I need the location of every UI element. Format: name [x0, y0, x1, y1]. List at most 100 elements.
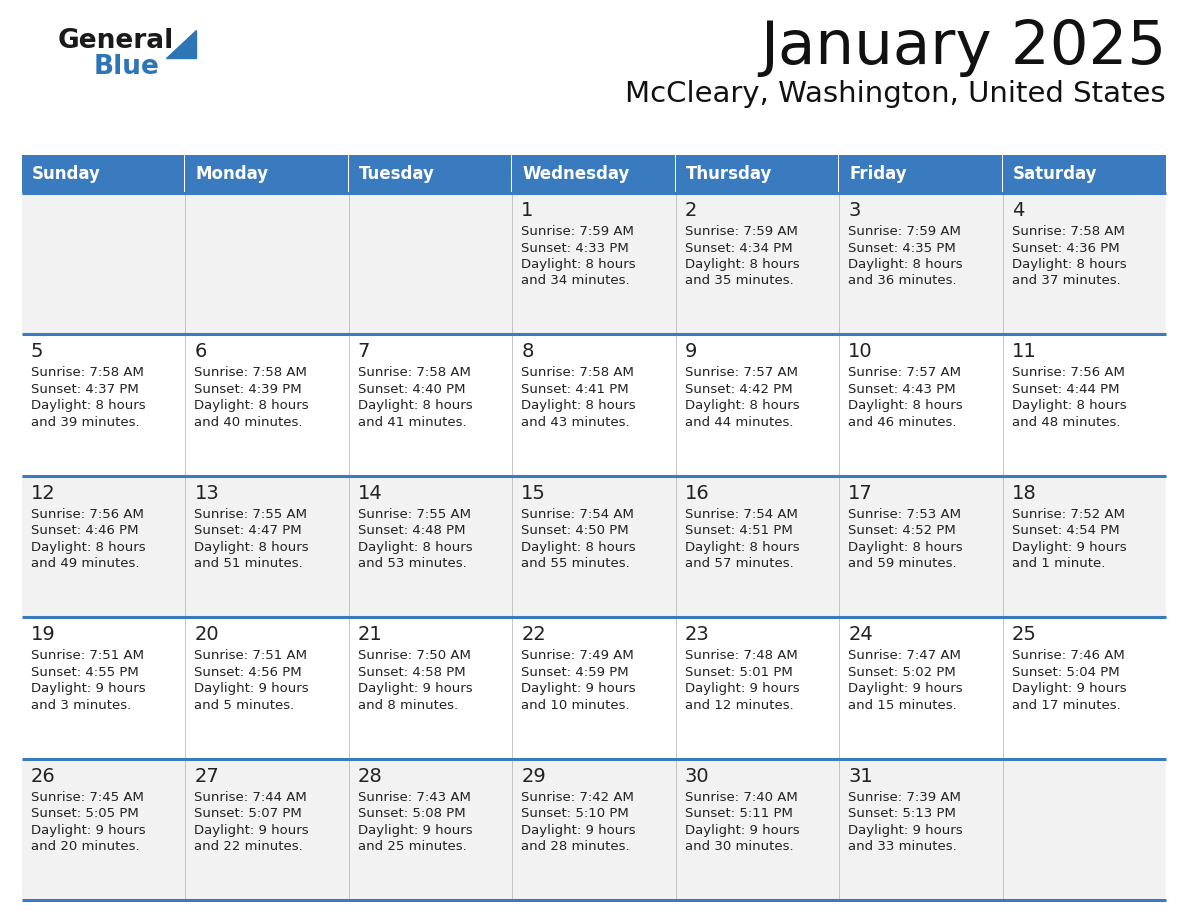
Text: Daylight: 8 hours: Daylight: 8 hours: [848, 258, 962, 271]
Text: 2: 2: [684, 201, 697, 220]
Text: Daylight: 9 hours: Daylight: 9 hours: [195, 823, 309, 836]
Bar: [349, 155, 512, 193]
Bar: [839, 758, 1003, 900]
Text: Sunrise: 7:46 AM: Sunrise: 7:46 AM: [1011, 649, 1124, 662]
Bar: [512, 334, 676, 476]
Text: Sunset: 4:54 PM: Sunset: 4:54 PM: [1011, 524, 1119, 537]
Text: McCleary, Washington, United States: McCleary, Washington, United States: [625, 80, 1165, 108]
Bar: [676, 155, 839, 193]
Text: Daylight: 9 hours: Daylight: 9 hours: [848, 682, 962, 695]
Text: Sunset: 5:13 PM: Sunset: 5:13 PM: [848, 807, 956, 820]
Text: 27: 27: [195, 767, 219, 786]
Text: Sunset: 5:05 PM: Sunset: 5:05 PM: [31, 807, 139, 820]
Text: 17: 17: [848, 484, 873, 503]
Text: and 57 minutes.: and 57 minutes.: [684, 557, 794, 570]
Text: and 40 minutes.: and 40 minutes.: [195, 416, 303, 429]
Text: Wednesday: Wednesday: [523, 165, 630, 183]
Text: Daylight: 8 hours: Daylight: 8 hours: [195, 541, 309, 554]
Text: Sunset: 4:44 PM: Sunset: 4:44 PM: [1011, 383, 1119, 396]
Text: 20: 20: [195, 625, 219, 644]
Text: Sunrise: 7:51 AM: Sunrise: 7:51 AM: [31, 649, 144, 662]
Bar: [23, 155, 185, 193]
Text: 25: 25: [1011, 625, 1036, 644]
Bar: [839, 617, 1003, 758]
Text: 13: 13: [195, 484, 219, 503]
Text: Sunrise: 7:57 AM: Sunrise: 7:57 AM: [848, 366, 961, 379]
Bar: [512, 617, 676, 758]
Text: and 28 minutes.: and 28 minutes.: [522, 840, 630, 853]
Text: Sunset: 4:43 PM: Sunset: 4:43 PM: [848, 383, 956, 396]
Text: Sunrise: 7:47 AM: Sunrise: 7:47 AM: [848, 649, 961, 662]
Text: Sunset: 4:50 PM: Sunset: 4:50 PM: [522, 524, 628, 537]
Text: and 3 minutes.: and 3 minutes.: [31, 699, 131, 711]
Text: Daylight: 8 hours: Daylight: 8 hours: [522, 541, 636, 554]
Text: Sunset: 4:47 PM: Sunset: 4:47 PM: [195, 524, 302, 537]
Bar: [1003, 193, 1165, 334]
Text: Sunrise: 7:59 AM: Sunrise: 7:59 AM: [848, 225, 961, 238]
Bar: [23, 334, 185, 476]
Bar: [349, 334, 512, 476]
Text: Daylight: 8 hours: Daylight: 8 hours: [358, 399, 473, 412]
Text: and 39 minutes.: and 39 minutes.: [31, 416, 140, 429]
Bar: [185, 155, 349, 193]
Text: Sunset: 4:59 PM: Sunset: 4:59 PM: [522, 666, 628, 678]
Text: Sunrise: 7:57 AM: Sunrise: 7:57 AM: [684, 366, 797, 379]
Bar: [512, 476, 676, 617]
Text: and 44 minutes.: and 44 minutes.: [684, 416, 794, 429]
Polygon shape: [166, 30, 196, 58]
Bar: [1003, 758, 1165, 900]
Bar: [839, 193, 1003, 334]
Text: and 8 minutes.: and 8 minutes.: [358, 699, 459, 711]
Text: Daylight: 9 hours: Daylight: 9 hours: [684, 682, 800, 695]
Bar: [185, 193, 349, 334]
Text: and 53 minutes.: and 53 minutes.: [358, 557, 467, 570]
Text: 4: 4: [1011, 201, 1024, 220]
Bar: [349, 617, 512, 758]
Text: 16: 16: [684, 484, 709, 503]
Text: Tuesday: Tuesday: [359, 165, 435, 183]
Bar: [23, 476, 185, 617]
Text: and 17 minutes.: and 17 minutes.: [1011, 699, 1120, 711]
Text: and 30 minutes.: and 30 minutes.: [684, 840, 794, 853]
Bar: [349, 193, 512, 334]
Text: 24: 24: [848, 625, 873, 644]
Text: Sunrise: 7:49 AM: Sunrise: 7:49 AM: [522, 649, 634, 662]
Text: Sunset: 4:40 PM: Sunset: 4:40 PM: [358, 383, 466, 396]
Text: Sunset: 5:11 PM: Sunset: 5:11 PM: [684, 807, 792, 820]
Text: January 2025: January 2025: [760, 18, 1165, 77]
Bar: [185, 334, 349, 476]
Text: 3: 3: [848, 201, 860, 220]
Text: Sunset: 5:01 PM: Sunset: 5:01 PM: [684, 666, 792, 678]
Text: 10: 10: [848, 342, 873, 362]
Text: and 43 minutes.: and 43 minutes.: [522, 416, 630, 429]
Text: and 34 minutes.: and 34 minutes.: [522, 274, 630, 287]
Text: Sunset: 4:34 PM: Sunset: 4:34 PM: [684, 241, 792, 254]
Text: Sunrise: 7:54 AM: Sunrise: 7:54 AM: [522, 508, 634, 521]
Text: Daylight: 8 hours: Daylight: 8 hours: [684, 541, 800, 554]
Text: Sunset: 4:37 PM: Sunset: 4:37 PM: [31, 383, 139, 396]
Bar: [676, 334, 839, 476]
Bar: [185, 758, 349, 900]
Text: Sunrise: 7:56 AM: Sunrise: 7:56 AM: [1011, 366, 1125, 379]
Bar: [1003, 476, 1165, 617]
Text: Sunset: 4:51 PM: Sunset: 4:51 PM: [684, 524, 792, 537]
Text: Sunset: 5:10 PM: Sunset: 5:10 PM: [522, 807, 628, 820]
Text: Sunrise: 7:59 AM: Sunrise: 7:59 AM: [684, 225, 797, 238]
Text: 28: 28: [358, 767, 383, 786]
Text: Daylight: 9 hours: Daylight: 9 hours: [848, 823, 962, 836]
Text: Sunrise: 7:53 AM: Sunrise: 7:53 AM: [848, 508, 961, 521]
Text: 22: 22: [522, 625, 546, 644]
Text: Daylight: 9 hours: Daylight: 9 hours: [31, 823, 146, 836]
Text: 14: 14: [358, 484, 383, 503]
Text: Daylight: 9 hours: Daylight: 9 hours: [195, 682, 309, 695]
Bar: [512, 155, 676, 193]
Text: 5: 5: [31, 342, 44, 362]
Text: Sunrise: 7:58 AM: Sunrise: 7:58 AM: [1011, 225, 1125, 238]
Text: Sunrise: 7:51 AM: Sunrise: 7:51 AM: [195, 649, 308, 662]
Text: Sunset: 4:36 PM: Sunset: 4:36 PM: [1011, 241, 1119, 254]
Bar: [676, 476, 839, 617]
Text: Sunset: 4:52 PM: Sunset: 4:52 PM: [848, 524, 956, 537]
Text: 9: 9: [684, 342, 697, 362]
Text: Daylight: 9 hours: Daylight: 9 hours: [522, 823, 636, 836]
Text: Blue: Blue: [94, 54, 160, 80]
